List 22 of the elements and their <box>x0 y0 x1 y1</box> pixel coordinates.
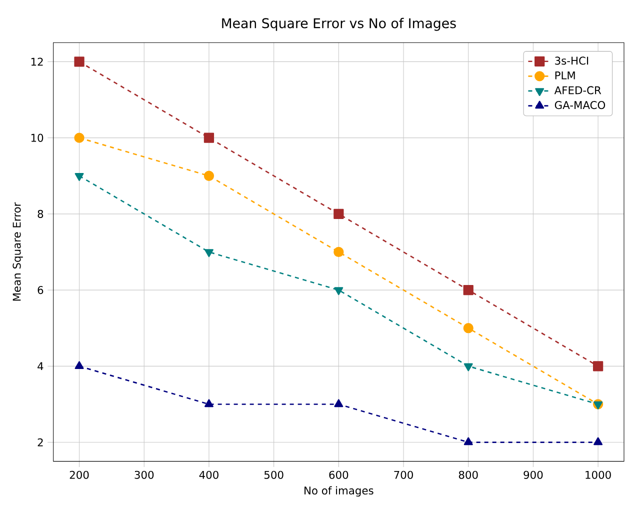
y-tick-label: 8 <box>38 210 44 218</box>
y-tick-label: 4 <box>38 362 44 370</box>
legend-label: GA-MACO <box>554 101 606 110</box>
x-tick-label: 700 <box>394 471 413 480</box>
legend-label: AFED-CR <box>554 86 602 94</box>
legend-label: 3s-HCI <box>555 56 588 65</box>
y-tick-label: 6 <box>38 286 44 294</box>
x-tick-label: 200 <box>70 471 89 480</box>
chart-title: Mean Square Error vs No of Images <box>222 18 456 32</box>
y-tick-label: 10 <box>31 134 44 142</box>
y-tick-label: 2 <box>38 438 43 446</box>
x-tick-label: 900 <box>524 471 543 480</box>
y-axis-title: Mean Square Error <box>12 202 23 301</box>
x-tick-label: 800 <box>458 471 478 480</box>
y-tick-label: 12 <box>31 58 43 66</box>
x-axis-title: No of images <box>304 486 374 497</box>
x-tick-label: 600 <box>329 471 348 480</box>
legend-label: PLM <box>555 72 575 80</box>
x-tick-label: 500 <box>264 471 284 480</box>
x-tick-label: 400 <box>199 471 218 480</box>
x-tick-label: 300 <box>134 471 154 480</box>
x-tick-label: 1000 <box>586 471 611 480</box>
